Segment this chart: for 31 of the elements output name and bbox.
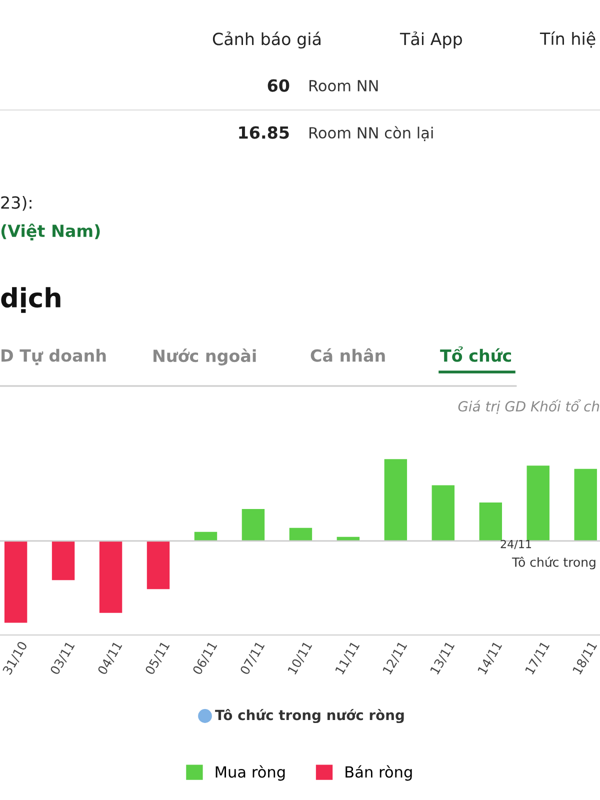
text: 16.85 [239,126,289,139]
bar [574,468,597,541]
legend-label: Bán ròng [346,765,412,781]
annotation: 24/11 [500,540,531,550]
annotation: Tô chức trong [512,556,596,570]
bar [432,485,455,541]
legend-label: Mua ròng [216,765,285,781]
text: dịch [1,287,60,313]
text: Tổ chức [440,346,511,362]
bar [4,540,28,623]
bar [479,502,502,541]
chart-subtitle: Giá trị GD Khối tổ ch [458,399,600,414]
bar [526,466,550,541]
bar [52,540,75,580]
text: Room NN [310,80,378,92]
bar [99,540,122,613]
text: Tải App [400,32,462,48]
text: Cá nhân [310,348,385,362]
text: Cảnh báo giá [212,32,320,48]
bar [146,540,170,590]
text: 60 [268,79,290,92]
text: Room NN còn lại [310,126,433,142]
bar [289,528,312,541]
text: Tín hiệ [540,31,596,48]
bar [384,459,408,541]
bar [242,509,265,541]
text: Tô chức trong nước ròng [215,708,404,724]
text: (Việt Nam) [1,224,100,240]
text: 23): [1,196,32,211]
text: D Tự doanh [2,348,106,366]
text: Nước ngoài [154,348,256,366]
